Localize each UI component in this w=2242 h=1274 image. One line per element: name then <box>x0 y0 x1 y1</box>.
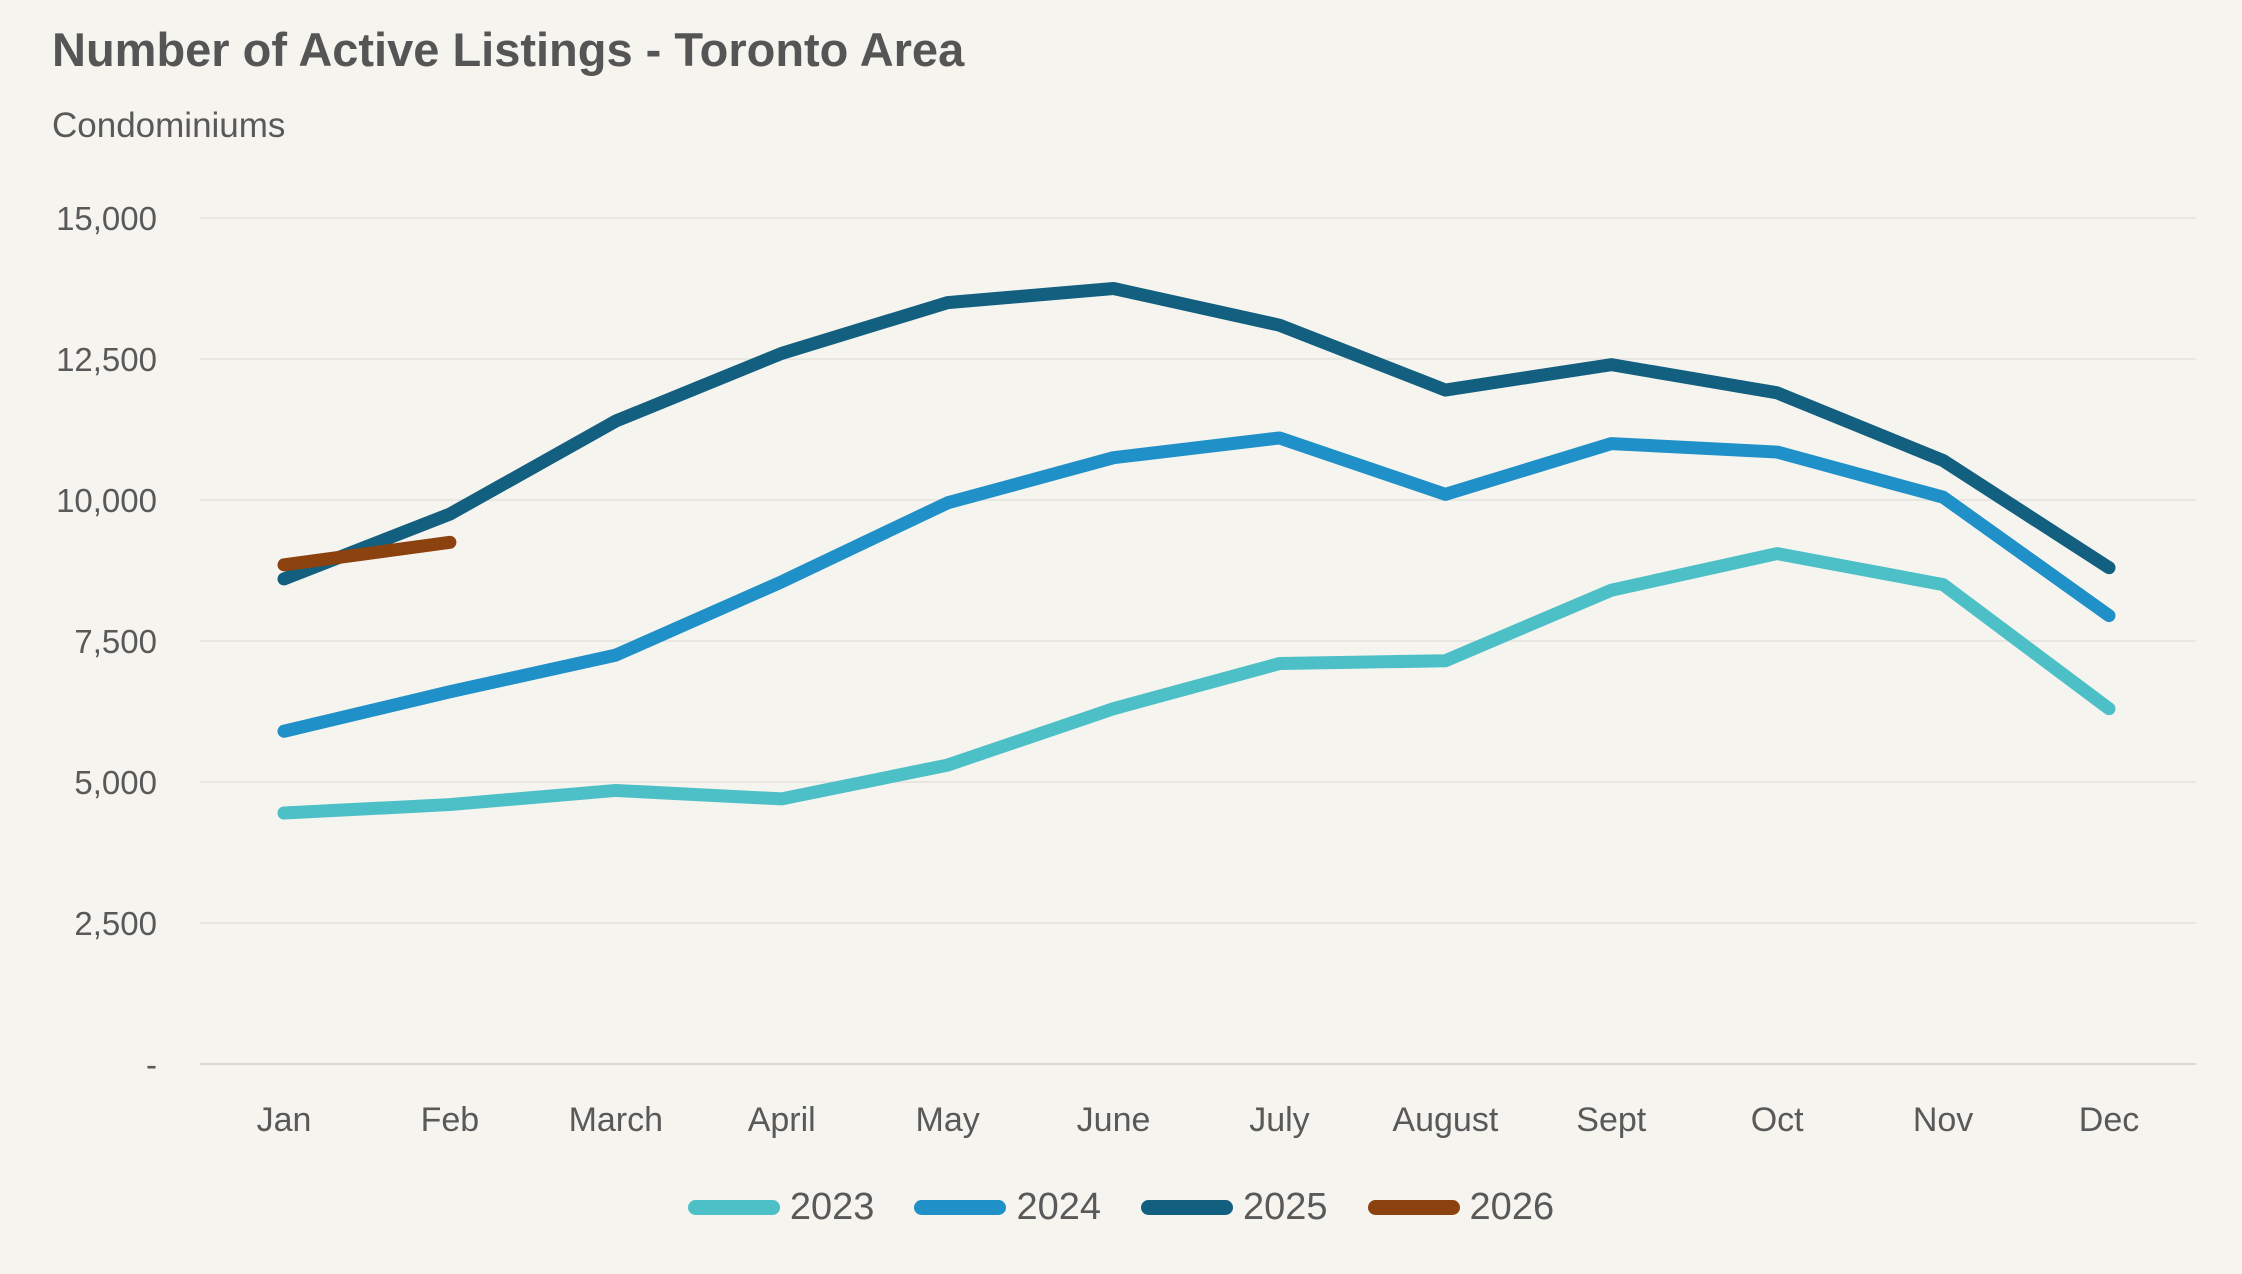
legend-swatch-2025 <box>1141 1200 1233 1215</box>
x-axis-month-label: Oct <box>1751 1101 1804 1139</box>
legend-label: 2026 <box>1469 1186 1555 1228</box>
legend-label: 2024 <box>1016 1186 1101 1228</box>
chart-title: Number of Active Listings - Toronto Area <box>52 23 965 76</box>
gridlines <box>200 217 2196 1065</box>
series-line-2026 <box>277 535 457 572</box>
x-axis-labels: Jan Feb March April May June July August Sept Oct… <box>257 1101 2140 1139</box>
legend-swatch-2023 <box>687 1200 780 1215</box>
series-lines <box>277 282 2116 820</box>
x-axis-month-label: July <box>1249 1101 1309 1139</box>
series-line-2024 <box>277 431 2116 738</box>
x-axis-month-label: Nov <box>1913 1101 1973 1139</box>
legend-item-2024: 2024 <box>914 1186 1101 1229</box>
x-axis-month-label: Sept <box>1576 1101 1646 1139</box>
legend-item-2025: 2025 <box>1141 1186 1328 1229</box>
legend-label: 2023 <box>789 1186 875 1228</box>
y-axis-tick-label: 15,000 <box>56 200 157 237</box>
x-axis-month-label: Feb <box>421 1101 480 1139</box>
series-line-2023 <box>277 547 2116 820</box>
x-axis-month-label: August <box>1392 1101 1498 1139</box>
legend-swatch-2026 <box>1367 1200 1460 1215</box>
x-axis-month-label: May <box>916 1101 980 1139</box>
x-axis-month-label: Dec <box>2079 1101 2139 1139</box>
y-axis-tick-label: 12,500 <box>56 341 157 378</box>
x-axis-month-label: March <box>569 1101 663 1139</box>
x-axis-month-label: Jan <box>257 1101 312 1139</box>
y-axis-labels: 15,000 12,500 10,000 7,500 5,000 2,500 - <box>56 200 157 1083</box>
x-axis-month-label: April <box>748 1101 816 1139</box>
legend-item-2026: 2026 <box>1367 1186 1555 1229</box>
y-axis-tick-label: - <box>146 1046 157 1083</box>
legend-item-2023: 2023 <box>687 1186 875 1229</box>
chart-subtitle: Condominiums <box>52 106 286 145</box>
series-line-2025 <box>277 282 2116 586</box>
y-axis-tick-label: 2,500 <box>74 905 157 942</box>
legend-swatch-2024 <box>914 1200 1007 1215</box>
legend-label: 2025 <box>1243 1186 1328 1228</box>
y-axis-tick-label: 10,000 <box>56 482 157 519</box>
chart-legend: 2023 2024 2025 2026 <box>0 1186 2242 1229</box>
y-axis-tick-label: 7,500 <box>74 623 157 660</box>
x-axis-month-label: June <box>1077 1101 1151 1139</box>
y-axis-tick-label: 5,000 <box>74 764 157 801</box>
